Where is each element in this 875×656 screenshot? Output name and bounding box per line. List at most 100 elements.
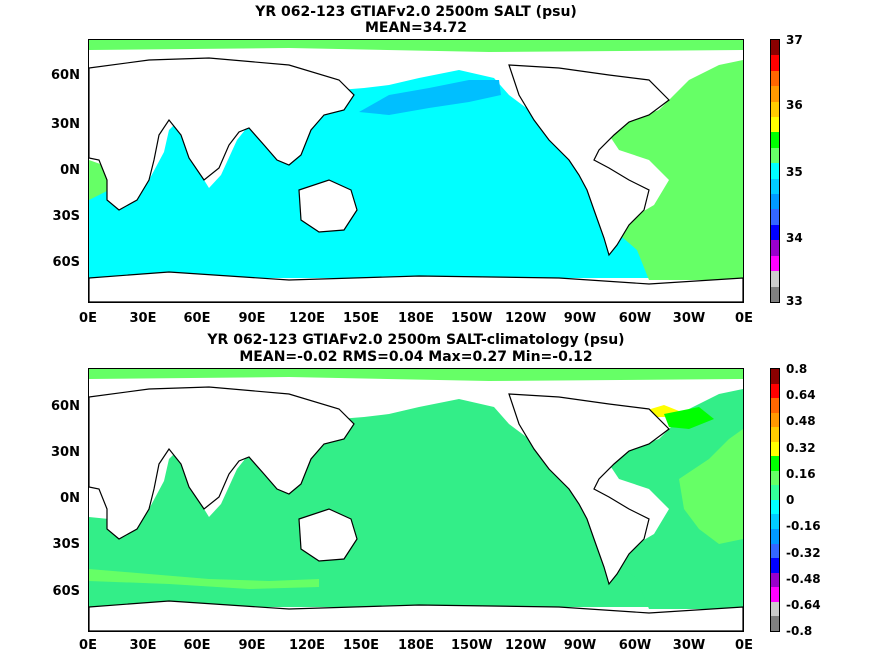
- lon-label: 60W: [618, 638, 652, 653]
- colorbar-swatch: [771, 117, 779, 133]
- lon-label: 150W: [451, 638, 493, 653]
- colorbar-swatch: [771, 55, 779, 71]
- colorbar-swatch: [771, 529, 779, 544]
- colorbar-swatch: [771, 178, 779, 195]
- lon-label: 30E: [129, 311, 157, 326]
- lon-label: 30E: [129, 638, 157, 653]
- colorbar-tick: 0.32: [786, 441, 816, 455]
- salinity-map-canvas: [89, 40, 743, 302]
- lon-label: 60E: [183, 638, 211, 653]
- lon-label: 60W: [618, 311, 652, 326]
- atlantic-positive: [679, 429, 743, 544]
- lon-label: 120W: [505, 638, 547, 653]
- lon-label: 90W: [563, 311, 597, 326]
- panel-1-title: YR 062-123 GTIAFv2.0 2500m SALT (psu): [255, 4, 577, 20]
- lat-label: 60S: [52, 255, 80, 270]
- australia-land: [298, 179, 358, 233]
- colorbar-swatch: [771, 441, 779, 457]
- colorbar-swatch: [771, 470, 779, 486]
- arctic-field: [89, 369, 743, 381]
- colorbar-swatch: [771, 398, 779, 413]
- colorbar-swatch: [771, 369, 779, 384]
- lon-label: 150E: [342, 638, 380, 653]
- colorbar-tick: 0: [786, 493, 795, 507]
- colorbar-swatch: [771, 427, 779, 442]
- americas-land: [508, 393, 670, 586]
- colorbar-swatch: [771, 286, 779, 302]
- colorbar-swatch: [771, 255, 779, 272]
- lat-label: 60S: [52, 584, 80, 599]
- lat-label: 30S: [52, 209, 80, 224]
- lon-label: 150W: [451, 311, 493, 326]
- salinity-map: [88, 39, 744, 303]
- southern-positive-band: [89, 569, 319, 589]
- lon-label: 0E: [735, 638, 753, 653]
- colorbar-tick: -0.32: [786, 546, 821, 560]
- colorbar-tick: 0.48: [786, 414, 816, 428]
- panel-2-title: YR 062-123 GTIAFv2.0 2500m SALT-climatol…: [207, 332, 625, 348]
- colorbar-swatch: [771, 40, 779, 56]
- colorbar-tick: 0.8: [786, 362, 808, 376]
- lat-label: 30N: [51, 445, 80, 460]
- colorbar-swatch: [771, 499, 779, 515]
- ocean-field: [89, 70, 624, 272]
- colorbar-swatch: [771, 101, 779, 118]
- colorbar-tick: 37: [786, 33, 803, 47]
- colorbar-swatch: [771, 485, 779, 500]
- colorbar-tick: -0.64: [786, 598, 821, 612]
- colorbar-tick: -0.16: [786, 519, 821, 533]
- anomaly-map-canvas: [89, 369, 743, 631]
- colorbar-tick: 36: [786, 98, 803, 112]
- lat-label: 0N: [60, 491, 80, 506]
- colorbar-swatch: [771, 147, 779, 164]
- colorbar-swatch: [771, 240, 779, 256]
- colorbar-swatch: [771, 224, 779, 241]
- southern-ocean: [89, 235, 743, 278]
- ocean-field: [89, 399, 624, 601]
- colorbar-swatch: [771, 572, 779, 588]
- lat-label: 60N: [51, 399, 80, 414]
- colorbar-tick: -0.8: [786, 624, 813, 638]
- north-pacific-fresh: [359, 80, 501, 115]
- colorbar-swatch: [771, 587, 779, 602]
- antarctica-land: [89, 271, 743, 302]
- colorbar-tick: 0.16: [786, 467, 816, 481]
- anomaly-colorbar: [770, 368, 780, 632]
- colorbar-swatch: [771, 456, 779, 471]
- salinity-colorbar: [770, 39, 780, 303]
- north-atlantic-green: [664, 407, 714, 429]
- colorbar-swatch: [771, 132, 779, 148]
- lon-label: 0E: [79, 638, 97, 653]
- panel-2-subtitle: MEAN=-0.02 RMS=0.04 Max=0.27 Min=-0.12: [239, 349, 593, 365]
- arctic-field: [89, 40, 743, 52]
- colorbar-swatch: [771, 86, 779, 102]
- lon-label: 90W: [563, 638, 597, 653]
- colorbar-swatch: [771, 601, 779, 617]
- lon-label: 0E: [79, 311, 97, 326]
- colorbar-tick: 35: [786, 165, 803, 179]
- lon-label: 90E: [238, 638, 266, 653]
- colorbar-tick: 33: [786, 294, 803, 308]
- colorbar-swatch: [771, 209, 779, 225]
- lon-label: 180E: [397, 638, 435, 653]
- colorbar-swatch: [771, 558, 779, 573]
- colorbar-tick: 34: [786, 231, 803, 245]
- lon-label: 150E: [342, 311, 380, 326]
- antarctica-land: [89, 600, 743, 631]
- colorbar-swatch: [771, 194, 779, 210]
- colorbar-swatch: [771, 271, 779, 287]
- lat-label: 30S: [52, 537, 80, 552]
- lon-label: 30W: [672, 311, 706, 326]
- anomaly-map: [88, 368, 744, 632]
- colorbar-swatch: [771, 163, 779, 179]
- lon-label: 120E: [288, 638, 326, 653]
- colorbar-swatch: [771, 70, 779, 87]
- southern-ocean: [89, 564, 743, 607]
- atlantic-field: [609, 40, 743, 280]
- colorbar-swatch: [771, 543, 779, 559]
- colorbar-swatch: [771, 616, 779, 631]
- colorbar-tick: 0.64: [786, 388, 816, 402]
- colorbar-swatch: [771, 383, 779, 399]
- lat-label: 30N: [51, 117, 80, 132]
- lat-label: 0N: [60, 163, 80, 178]
